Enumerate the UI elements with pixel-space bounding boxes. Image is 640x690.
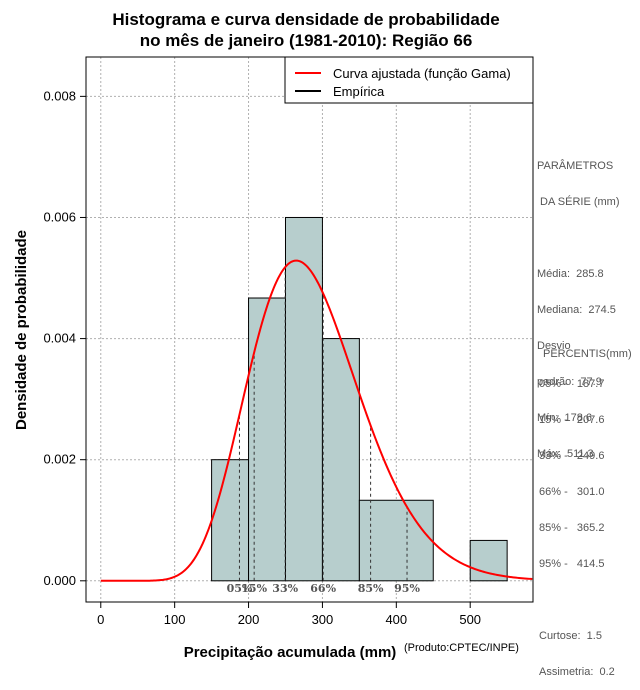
percentile-label-95: 95%	[394, 582, 420, 595]
percentiles-title: PERCENTIS(mm)	[543, 348, 632, 360]
percentile-label-33: 33%	[272, 582, 298, 595]
y-tick-label-2: 0.004	[43, 331, 76, 346]
histogram-chart: Histograma e curva densidade de probabil…	[13, 10, 534, 660]
x-axis-title: Precipitação acumulada (mm)	[184, 644, 397, 660]
legend-label-1: Curva ajustada (função Gama)	[333, 66, 511, 81]
x-tick-label-100: 100	[164, 612, 186, 627]
x-tick-label-500: 500	[459, 612, 481, 627]
histogram-bar-3	[284, 216, 323, 582]
histogram-bar-4	[321, 338, 360, 582]
percentiles-panel: PERCENTIS(mm)	[543, 324, 632, 372]
param-min: Mín: 178.6	[537, 412, 593, 424]
product-credit: (Produto:CPTEC/INPE)	[404, 642, 519, 654]
y-tick-label-4: 0.008	[43, 88, 76, 103]
percentile-label-85: 85%	[358, 582, 384, 595]
chart-title-line-1: Histograma e curva densidade de probabil…	[112, 10, 499, 29]
percentile-66: 66% - 301.0	[539, 486, 605, 498]
percentile-33: 33% - 249.6	[539, 450, 605, 462]
kurtosis: Curtose: 1.5	[539, 630, 602, 642]
percentile-05: 05% - 187.7	[539, 378, 605, 390]
legend-box	[284, 56, 534, 104]
parameters-panel: PARÂMETROS DA SÉRIE (mm) Média: 285.8 Me…	[537, 136, 620, 472]
histogram-bar-2	[248, 297, 286, 582]
y-tick-label-1: 0.002	[43, 452, 76, 467]
percentile-label-66: 66%	[310, 582, 336, 595]
param-mean: Média: 285.8	[537, 268, 604, 280]
chart-title-line-2: no mês de janeiro (1981-2010): Região 66	[140, 31, 473, 50]
x-tick-label-400: 400	[385, 612, 407, 627]
percentile-95: 95% - 414.5	[539, 558, 605, 570]
histogram-bar-5	[358, 499, 434, 582]
x-tick-label-300: 300	[312, 612, 334, 627]
x-tick-label-200: 200	[238, 612, 260, 627]
percentile-label-15: 15%	[241, 582, 267, 595]
histogram-bar-1	[211, 459, 250, 582]
percentiles-list: 05% - 187.7 15% - 207.6 33% - 249.6 66% …	[539, 354, 615, 690]
parameters-title-line-2: DA SÉRIE (mm)	[537, 196, 620, 208]
param-stddev: padrão: 77.9	[537, 376, 602, 388]
percentile-15: 15% - 207.6	[539, 414, 605, 426]
legend-label-2: Empírica	[333, 84, 385, 99]
x-tick-label-0: 0	[97, 612, 104, 627]
parameters-title-line-1: PARÂMETROS	[537, 160, 614, 172]
skewness: Assimetria: 0.2	[539, 666, 615, 678]
gamma-density-curve	[100, 259, 533, 582]
param-median: Mediana: 274.5	[537, 304, 616, 316]
param-max: Máx: 511.3	[537, 448, 594, 460]
percentile-85: 85% - 365.2	[539, 522, 605, 534]
percentile-label-05: 05%	[227, 582, 253, 595]
y-tick-label-0: 0.000	[43, 573, 76, 588]
y-tick-label-3: 0.006	[43, 209, 76, 224]
param-stddev-label: Desvio	[537, 340, 571, 352]
y-axis-title: Densidade de probabilidade	[13, 230, 30, 430]
